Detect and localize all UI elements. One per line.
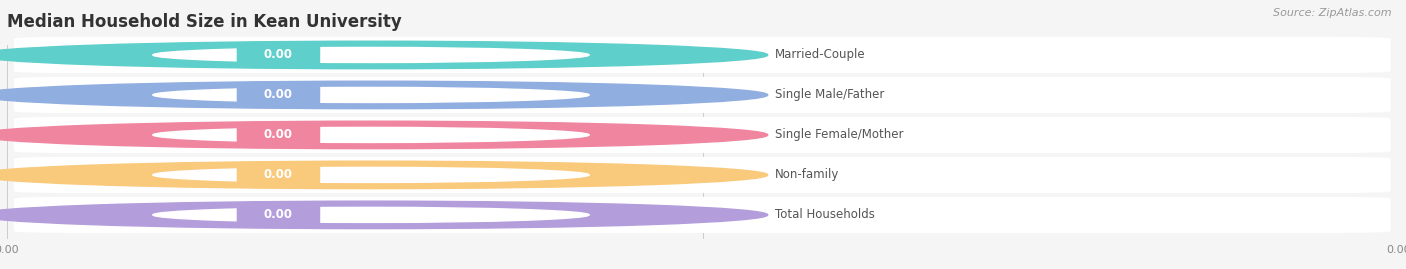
Text: 0.00: 0.00 xyxy=(264,208,292,221)
FancyBboxPatch shape xyxy=(236,203,321,226)
Text: Source: ZipAtlas.com: Source: ZipAtlas.com xyxy=(1274,8,1392,18)
FancyBboxPatch shape xyxy=(236,163,321,187)
FancyBboxPatch shape xyxy=(14,117,1391,153)
FancyBboxPatch shape xyxy=(236,83,321,107)
Circle shape xyxy=(153,47,589,62)
FancyBboxPatch shape xyxy=(14,37,1391,73)
Circle shape xyxy=(153,207,589,222)
Text: 0.00: 0.00 xyxy=(264,168,292,181)
Text: Married-Couple: Married-Couple xyxy=(775,48,865,61)
Circle shape xyxy=(153,128,589,143)
Text: 0.00: 0.00 xyxy=(264,48,292,61)
FancyBboxPatch shape xyxy=(14,157,1391,193)
Circle shape xyxy=(0,161,768,189)
FancyBboxPatch shape xyxy=(236,43,321,67)
Circle shape xyxy=(0,81,768,109)
Text: 0.00: 0.00 xyxy=(264,128,292,141)
Text: Single Male/Father: Single Male/Father xyxy=(775,89,884,101)
Text: 0.00: 0.00 xyxy=(264,89,292,101)
FancyBboxPatch shape xyxy=(14,77,1391,113)
Circle shape xyxy=(153,87,589,102)
Circle shape xyxy=(153,167,589,182)
Circle shape xyxy=(0,201,768,229)
Text: Total Households: Total Households xyxy=(775,208,875,221)
Circle shape xyxy=(0,121,768,149)
FancyBboxPatch shape xyxy=(236,123,321,147)
FancyBboxPatch shape xyxy=(14,197,1391,233)
Text: Single Female/Mother: Single Female/Mother xyxy=(775,128,903,141)
Circle shape xyxy=(0,41,768,69)
Text: Median Household Size in Kean University: Median Household Size in Kean University xyxy=(7,13,402,31)
Text: Non-family: Non-family xyxy=(775,168,839,181)
